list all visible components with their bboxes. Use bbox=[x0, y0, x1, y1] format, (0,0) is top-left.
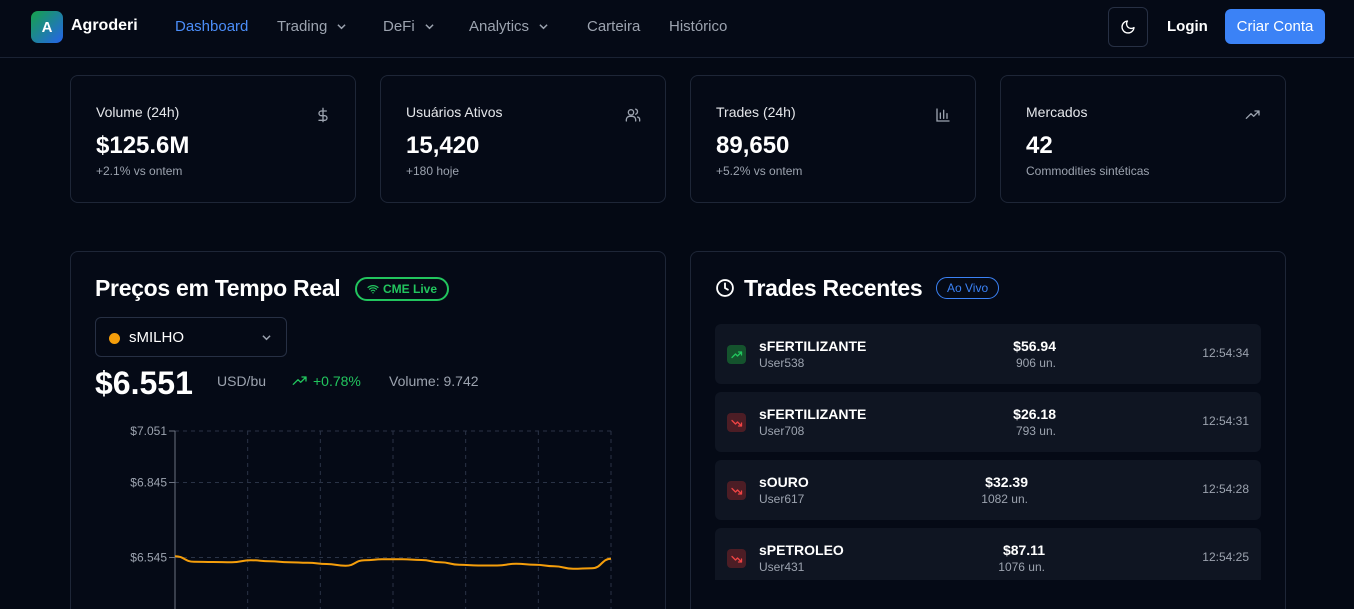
trade-row[interactable]: sOURO User617 $32.39 1082 un. 12:54:28 bbox=[715, 460, 1261, 520]
nav-carteira[interactable]: Carteira bbox=[587, 18, 640, 35]
trade-user: User538 bbox=[759, 356, 805, 370]
trend-down-icon bbox=[727, 549, 746, 568]
trades-title: Trades Recentes bbox=[744, 275, 923, 301]
theme-toggle-button[interactable] bbox=[1108, 7, 1148, 47]
nav-historico-label: Histórico bbox=[669, 18, 728, 35]
chevron-down-icon bbox=[425, 24, 434, 30]
stat-value: 42 bbox=[1026, 132, 1053, 159]
trade-user: User431 bbox=[759, 560, 805, 574]
stat-card-trades: Trades (24h) 89,650 +5.2% vs ontem bbox=[690, 75, 976, 203]
stat-sub: +180 hoje bbox=[406, 164, 460, 178]
trade-qty: 1076 un. bbox=[998, 560, 1045, 574]
nav-defi-label: DeFi bbox=[383, 18, 415, 35]
wifi-icon bbox=[367, 285, 379, 294]
trade-price: $32.39 bbox=[985, 474, 1028, 490]
chart-series-line bbox=[174, 555, 612, 570]
brand-logo-letter: A bbox=[41, 18, 53, 36]
prices-panel: Preços em Tempo Real CME Live sMILHO $6.… bbox=[70, 251, 666, 609]
stat-label: Volume (24h) bbox=[96, 104, 180, 120]
cme-live-badge: CME Live bbox=[355, 277, 450, 301]
chart-y-tick-label: $7.051 bbox=[130, 424, 167, 438]
brand-logo[interactable]: A bbox=[31, 11, 63, 43]
trade-time: 12:54:34 bbox=[1202, 346, 1249, 360]
trade-row[interactable]: sFERTILIZANTE User708 $26.18 793 un. 12:… bbox=[715, 392, 1261, 452]
trade-time: 12:54:28 bbox=[1202, 482, 1249, 496]
nav-carteira-label: Carteira bbox=[587, 18, 641, 35]
live-badge: Ao Vivo bbox=[936, 277, 1000, 299]
trending-up-icon bbox=[1245, 110, 1260, 119]
signup-button[interactable]: Criar Conta bbox=[1225, 9, 1325, 44]
price-volume: Volume: 9.742 bbox=[389, 373, 479, 389]
trend-down-icon bbox=[727, 481, 746, 500]
asset-select[interactable]: sMILHO bbox=[95, 317, 287, 357]
current-price: $6.551 bbox=[95, 365, 193, 401]
stat-value: 89,650 bbox=[716, 132, 790, 159]
stat-value: $125.6M bbox=[96, 132, 190, 159]
price-unit: USD/bu bbox=[217, 373, 267, 389]
nav-dashboard[interactable]: Dashboard bbox=[175, 18, 248, 35]
nav-trading[interactable]: Trading bbox=[277, 18, 346, 35]
price-chart: $7.051 $6.845 $6.545 bbox=[130, 424, 612, 609]
stat-label: Usuários Ativos bbox=[406, 104, 503, 120]
stat-label: Trades (24h) bbox=[716, 104, 796, 120]
trade-price: $56.94 bbox=[1013, 338, 1056, 354]
price-change: +0.78% bbox=[292, 373, 361, 389]
trade-row[interactable]: sPETROLEO User431 $87.11 1076 un. 12:54:… bbox=[715, 528, 1261, 580]
prices-title: Preços em Tempo Real bbox=[95, 275, 341, 301]
trade-row[interactable]: sFERTILIZANTE User538 $56.94 906 un. 12:… bbox=[715, 324, 1261, 384]
login-button[interactable]: Login bbox=[1167, 18, 1208, 35]
nav-dashboard-label: Dashboard bbox=[175, 18, 249, 35]
trending-up-icon bbox=[292, 376, 307, 385]
trade-symbol: sOURO bbox=[759, 474, 809, 490]
asset-color-dot bbox=[109, 333, 120, 344]
chevron-down-icon bbox=[262, 335, 271, 341]
users-icon bbox=[625, 108, 641, 122]
trade-price: $87.11 bbox=[1002, 542, 1045, 558]
chart-y-tick-label: $6.545 bbox=[130, 551, 167, 565]
stat-card-markets: Mercados 42 Commodities sintéticas bbox=[1000, 75, 1286, 203]
stat-sub: +5.2% vs ontem bbox=[716, 164, 803, 178]
moon-icon bbox=[1121, 20, 1135, 34]
trade-symbol: sFERTILIZANTE bbox=[759, 338, 867, 354]
chart-y-tick-label: $6.845 bbox=[130, 476, 167, 490]
nav-historico[interactable]: Histórico bbox=[669, 18, 727, 35]
trades-panel: Trades Recentes Ao Vivo sFERTILIZANTE Us… bbox=[690, 251, 1286, 609]
chevron-down-icon bbox=[337, 24, 346, 30]
stat-value: 15,420 bbox=[406, 132, 480, 159]
trade-time: 12:54:31 bbox=[1202, 414, 1249, 428]
trade-user: User708 bbox=[759, 424, 805, 438]
cme-live-label: CME Live bbox=[383, 282, 438, 296]
clock-icon bbox=[716, 279, 734, 297]
nav-trading-label: Trading bbox=[277, 18, 328, 35]
chevron-down-icon bbox=[539, 24, 548, 30]
trade-symbol: sPETROLEO bbox=[759, 542, 844, 558]
stat-label: Mercados bbox=[1026, 104, 1088, 120]
trade-time: 12:54:25 bbox=[1202, 550, 1249, 564]
top-navbar: A Agroderi Dashboard Trading DeFi Analyt… bbox=[0, 0, 1354, 58]
trend-up-icon bbox=[727, 345, 746, 364]
nav-defi[interactable]: DeFi bbox=[383, 18, 434, 35]
trade-qty: 793 un. bbox=[1015, 424, 1056, 438]
brand-name[interactable]: Agroderi bbox=[71, 17, 138, 34]
trade-price: $26.18 bbox=[1013, 406, 1056, 422]
trade-qty: 1082 un. bbox=[981, 492, 1028, 506]
price-change-value: +0.78% bbox=[313, 373, 361, 389]
trade-user: User617 bbox=[759, 492, 805, 506]
bar-chart-icon bbox=[936, 108, 950, 122]
nav-analytics-label: Analytics bbox=[469, 18, 530, 35]
dollar-icon bbox=[318, 107, 328, 123]
stat-sub: +2.1% vs ontem bbox=[96, 164, 183, 178]
trade-qty: 906 un. bbox=[1015, 356, 1056, 370]
trade-symbol: sFERTILIZANTE bbox=[759, 406, 867, 422]
asset-select-value: sMILHO bbox=[129, 329, 185, 346]
nav-analytics[interactable]: Analytics bbox=[469, 18, 548, 35]
stat-card-users: Usuários Ativos 15,420 +180 hoje bbox=[380, 75, 666, 203]
trend-down-icon bbox=[727, 413, 746, 432]
stat-sub: Commodities sintéticas bbox=[1026, 164, 1150, 178]
stat-card-volume: Volume (24h) $125.6M +2.1% vs ontem bbox=[70, 75, 356, 203]
